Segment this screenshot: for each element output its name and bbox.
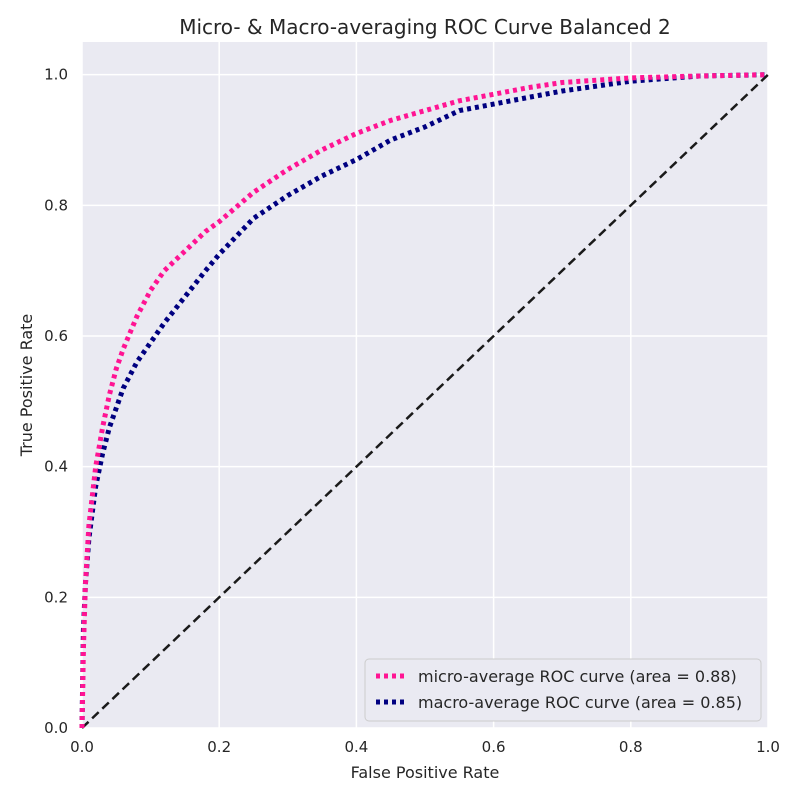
x-tick-label: 1.0 xyxy=(756,738,780,756)
plot-area xyxy=(82,42,768,728)
x-tick-label: 0.8 xyxy=(619,738,643,756)
legend: micro-average ROC curve (area = 0.88) ma… xyxy=(364,658,762,722)
legend-label-macro: macro-average ROC curve (area = 0.85) xyxy=(418,693,742,712)
y-tick-label: 0.6 xyxy=(44,327,68,345)
legend-label-micro: micro-average ROC curve (area = 0.88) xyxy=(418,667,737,686)
micro-average-roc-line xyxy=(79,72,769,729)
y-tick-label: 0.2 xyxy=(44,588,68,606)
y-axis-label: True Positive Rate xyxy=(17,314,36,458)
grid-lines xyxy=(81,42,769,729)
x-tick-label: 0.4 xyxy=(344,738,368,756)
chance-diagonal-line xyxy=(81,73,769,729)
tick-labels: 0.0 0.2 0.4 0.6 0.8 1.0 0.0 0.2 0.4 0.6 0.8 1.0 xyxy=(44,66,780,756)
x-tick-label: 0.6 xyxy=(482,738,506,756)
chart-title: Micro- & Macro-averaging ROC Curve Balan… xyxy=(179,15,671,39)
x-tick-label: 0.2 xyxy=(207,738,231,756)
series-layer xyxy=(79,72,769,729)
y-tick-label: 0.8 xyxy=(44,196,68,214)
legend-box xyxy=(364,658,762,722)
y-tick-label: 0.0 xyxy=(44,719,68,737)
macro-average-roc-line xyxy=(79,72,769,729)
x-tick-label: 0.0 xyxy=(70,738,94,756)
y-tick-label: 1.0 xyxy=(44,66,68,84)
x-axis-label: False Positive Rate xyxy=(351,763,500,782)
y-tick-label: 0.4 xyxy=(44,458,68,476)
